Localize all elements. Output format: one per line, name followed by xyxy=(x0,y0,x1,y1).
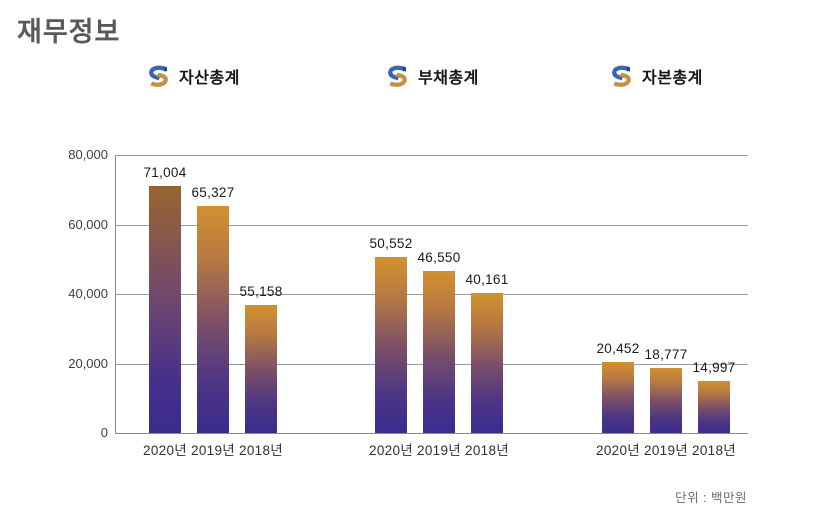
bar-cell: 71,004 2020년 xyxy=(143,155,187,458)
bar-group: 71,004 2020년 65,327 2019년 55,158 2018년 xyxy=(143,155,283,458)
y-axis-labels: 80,000 60,000 40,000 20,000 0 xyxy=(40,147,108,440)
page-title: 재무정보 xyxy=(17,17,121,47)
bar-value-label: 40,161 xyxy=(465,272,509,287)
x-axis-tick-label: 2020년 xyxy=(369,443,413,458)
bar-value-label: 18,777 xyxy=(644,347,688,362)
s-logo-icon xyxy=(611,65,632,88)
bar-cell: 18,777 2019년 xyxy=(644,155,688,458)
chart-legend: 자산총계 부채총계 자본총계 xyxy=(0,64,820,92)
bar-value-label: 46,550 xyxy=(417,250,461,265)
y-axis-tick-label: 40,000 xyxy=(68,286,108,301)
y-axis-tick-label: 20,000 xyxy=(68,355,108,371)
legend-item-total-assets: 자산총계 xyxy=(148,64,240,88)
x-axis-tick-label: 2020년 xyxy=(143,443,187,458)
legend-item-total-equity: 자본총계 xyxy=(611,64,703,88)
bar-value-label: 20,452 xyxy=(596,341,640,356)
legend-label: 자산총계 xyxy=(179,70,240,87)
bar-value-label: 55,158 xyxy=(239,284,283,299)
x-axis-tick-label: 2020년 xyxy=(596,443,640,458)
y-axis-tick-label: 80,000 xyxy=(68,147,108,162)
bar-value-label: 50,552 xyxy=(369,236,413,251)
x-axis-tick-label: 2018년 xyxy=(239,443,283,458)
gridline xyxy=(116,155,748,156)
bar-value-label: 71,004 xyxy=(143,165,187,180)
bar xyxy=(471,293,503,433)
bar-cell: 14,997 2018년 xyxy=(692,155,736,458)
x-axis-tick-label: 2019년 xyxy=(417,443,461,458)
bar xyxy=(245,305,277,433)
s-logo-icon xyxy=(148,65,169,88)
y-axis-tick-label: 0 xyxy=(100,425,108,440)
gridline xyxy=(116,224,748,226)
bar-cell: 46,550 2019년 xyxy=(417,155,461,458)
bar-cell: 55,158 2018년 xyxy=(239,155,283,458)
bar-group: 20,452 2020년 18,777 2019년 14,997 2018년 xyxy=(596,155,736,458)
bar-cell: 20,452 2020년 xyxy=(596,155,640,458)
bar xyxy=(375,257,407,433)
bar-cell: 50,552 2020년 xyxy=(369,155,413,458)
bar xyxy=(698,381,730,433)
bar-value-label: 14,997 xyxy=(692,360,736,375)
bar xyxy=(602,362,634,433)
bar xyxy=(650,368,682,433)
legend-label: 자본총계 xyxy=(642,70,703,87)
plot-area: 71,004 2020년 65,327 2019년 55,158 2018년 50,552 2… xyxy=(115,155,748,458)
bar-group: 50,552 2020년 46,550 2019년 40,161 2018년 xyxy=(369,155,509,458)
bar xyxy=(423,271,455,433)
unit-note: 단위 : 백만원 xyxy=(675,491,747,505)
y-axis-tick-label: 60,000 xyxy=(68,216,108,232)
x-axis-tick-label: 2018년 xyxy=(692,443,736,458)
s-logo-icon xyxy=(387,65,408,88)
x-axis-tick-label: 2019년 xyxy=(191,443,235,458)
x-axis-tick-label: 2019년 xyxy=(644,443,688,458)
bar-cell: 40,161 2018년 xyxy=(465,155,509,458)
legend-label: 부채총계 xyxy=(418,70,479,87)
x-axis-tick-label: 2018년 xyxy=(465,443,509,458)
bar-cell: 65,327 2019년 xyxy=(191,155,235,458)
bar xyxy=(149,186,181,433)
legend-item-total-liabilities: 부채총계 xyxy=(387,64,479,88)
bar-value-label: 65,327 xyxy=(191,185,235,200)
bar xyxy=(197,206,229,433)
